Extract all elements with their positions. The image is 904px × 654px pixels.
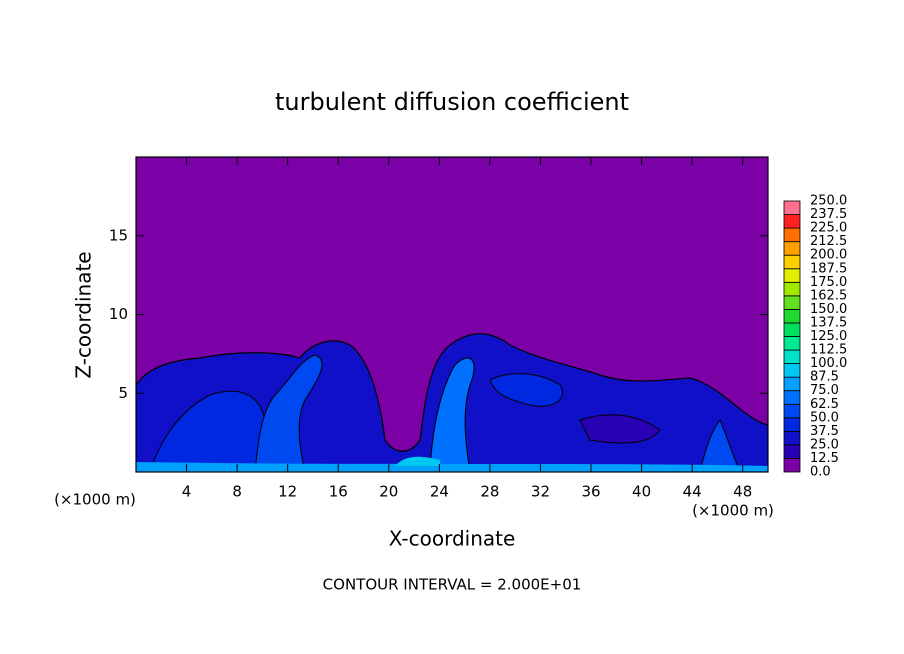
annotation: CONTOUR INTERVAL = 2.000E+01: [323, 576, 582, 594]
x-tick-label: 8: [232, 483, 242, 501]
colorbar-label: 87.5: [810, 370, 839, 385]
y-tick-label: 5: [118, 384, 128, 402]
colorbar-box: [783, 336, 801, 351]
colorbar-box: [783, 390, 801, 405]
colorbar-box: [783, 268, 801, 283]
colorbar-label: 250.0: [810, 194, 847, 209]
x-unit-label: (×1000 m): [692, 502, 774, 520]
colorbar-label: 237.5: [810, 207, 847, 222]
colorbar-box: [783, 417, 801, 432]
colorbar-label: 162.5: [810, 288, 847, 303]
x-tick-label: 40: [632, 483, 651, 501]
x-tick-label: 20: [379, 483, 398, 501]
y-tick-label: 15: [109, 226, 128, 244]
colorbar-label: 25.0: [810, 437, 839, 452]
colorbar-label: 212.5: [810, 234, 847, 249]
colorbar-box: [783, 214, 801, 229]
colorbar-label: 62.5: [810, 397, 839, 412]
x-tick-label: 48: [733, 483, 752, 501]
colorbar-box: [783, 281, 801, 297]
x-tick-label: 4: [182, 483, 192, 501]
colorbar-label: 12.5: [810, 451, 839, 466]
x-tick-label: 44: [683, 483, 702, 501]
y-axis-title: Z-coordinate: [72, 251, 96, 378]
y-tick-label: 10: [109, 305, 128, 323]
colorbar-label: 150.0: [810, 302, 847, 317]
colorbar-label: 50.0: [810, 410, 839, 425]
x-tick-label: 16: [329, 483, 348, 501]
colorbar-label: 225.0: [810, 221, 847, 236]
colorbar-box: [783, 363, 801, 378]
colorbar-label: 100.0: [810, 356, 847, 371]
x-tick-label: 28: [480, 483, 499, 501]
colorbar-box: [783, 403, 801, 419]
colorbar-box: [783, 227, 801, 243]
contour-field: [136, 333, 768, 472]
x-tick-label: 24: [430, 483, 449, 501]
colorbar-box: [783, 241, 801, 256]
colorbar-label: 200.0: [810, 248, 847, 263]
colorbar-label: 0.0: [810, 465, 831, 480]
colorbar-label: 125.0: [810, 329, 847, 344]
colorbar-label: 75.0: [810, 383, 839, 398]
colorbar-box: [783, 444, 801, 459]
colorbar-box: [783, 430, 801, 446]
colorbar-box: [783, 308, 801, 324]
x-unit-label: (×1000 m): [54, 491, 136, 509]
x-axis-title: X-coordinate: [389, 527, 516, 551]
colorbar-box: [783, 295, 801, 310]
colorbar-box: [783, 254, 801, 270]
colorbar-label: 112.5: [810, 343, 847, 358]
x-tick-label: 32: [531, 483, 550, 501]
colorbar-box: [783, 349, 801, 364]
colorbar-label: 187.5: [810, 261, 847, 276]
colorbar-label: 137.5: [810, 315, 847, 330]
chart-title: turbulent diffusion coefficient: [275, 88, 629, 116]
colorbar-box: [783, 322, 801, 337]
colorbar-label: 37.5: [810, 424, 839, 439]
x-tick-label: 36: [581, 483, 600, 501]
colorbar-box: [783, 200, 801, 215]
x-tick-label: 12: [278, 483, 297, 501]
colorbar-box: [783, 458, 801, 473]
colorbar-box: [783, 376, 801, 392]
colorbar-label: 175.0: [810, 275, 847, 290]
